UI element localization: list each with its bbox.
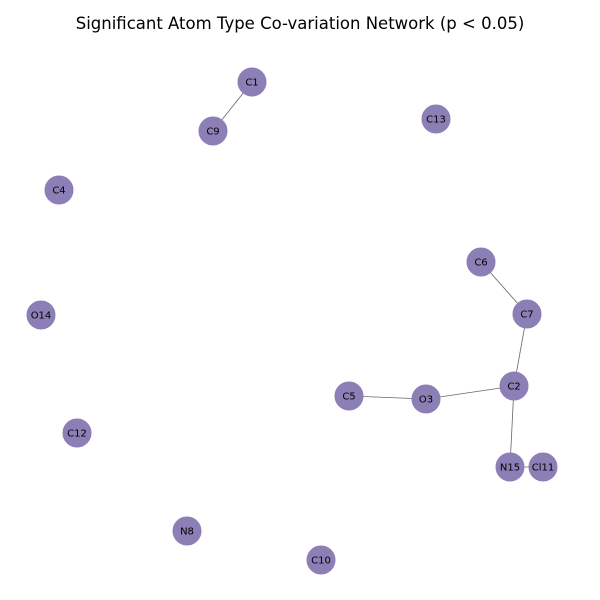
node-label: O14	[31, 311, 52, 322]
node-label: C7	[520, 310, 533, 321]
node-cl11: Cl11	[528, 452, 558, 482]
node-circle	[44, 175, 74, 205]
node-label: C12	[67, 429, 87, 440]
edge-c2-o3	[425, 385, 515, 400]
node-label: N15	[500, 463, 520, 474]
chart-title: Significant Atom Type Co-variation Netwo…	[76, 14, 525, 33]
node-c12: C12	[62, 418, 92, 448]
node-label: C5	[342, 392, 355, 403]
node-circle	[26, 300, 56, 330]
node-label: C4	[52, 186, 65, 197]
node-label: C2	[507, 382, 520, 393]
node-c4: C4	[44, 175, 74, 205]
edges-layer	[212, 81, 543, 468]
node-n15: N15	[495, 452, 525, 482]
nodes-layer: C1 C9 C13 C4 C6 O14 C7 C2 C5 O3 C12 N15 Cl11 N8 C10	[26, 67, 558, 575]
node-label: C9	[206, 127, 219, 138]
node-c9: C9	[198, 116, 228, 146]
node-label: C13	[426, 115, 446, 126]
node-label: C1	[245, 78, 258, 89]
node-label: O3	[419, 395, 433, 406]
node-n8: N8	[172, 516, 202, 546]
node-circle	[172, 516, 202, 546]
node-label: N8	[180, 527, 194, 538]
node-circle	[334, 381, 364, 411]
node-circle	[62, 418, 92, 448]
node-c1: C1	[237, 67, 267, 97]
node-circle	[512, 299, 542, 329]
node-circle	[528, 452, 558, 482]
node-c6: C6	[466, 247, 496, 277]
node-c7: C7	[512, 299, 542, 329]
node-circle	[198, 116, 228, 146]
node-circle	[237, 67, 267, 97]
node-c10: C10	[306, 545, 336, 575]
node-c13: C13	[421, 104, 451, 134]
node-c2: C2	[499, 371, 529, 401]
node-circle	[499, 371, 529, 401]
node-label: C10	[311, 556, 331, 567]
node-circle	[411, 384, 441, 414]
node-circle	[466, 247, 496, 277]
node-label: Cl11	[532, 463, 555, 474]
node-circle	[306, 545, 336, 575]
node-c5: C5	[334, 381, 364, 411]
node-circle	[495, 452, 525, 482]
node-label: C6	[474, 258, 487, 269]
node-o14: O14	[26, 300, 56, 330]
node-o3: O3	[411, 384, 441, 414]
node-circle	[421, 104, 451, 134]
